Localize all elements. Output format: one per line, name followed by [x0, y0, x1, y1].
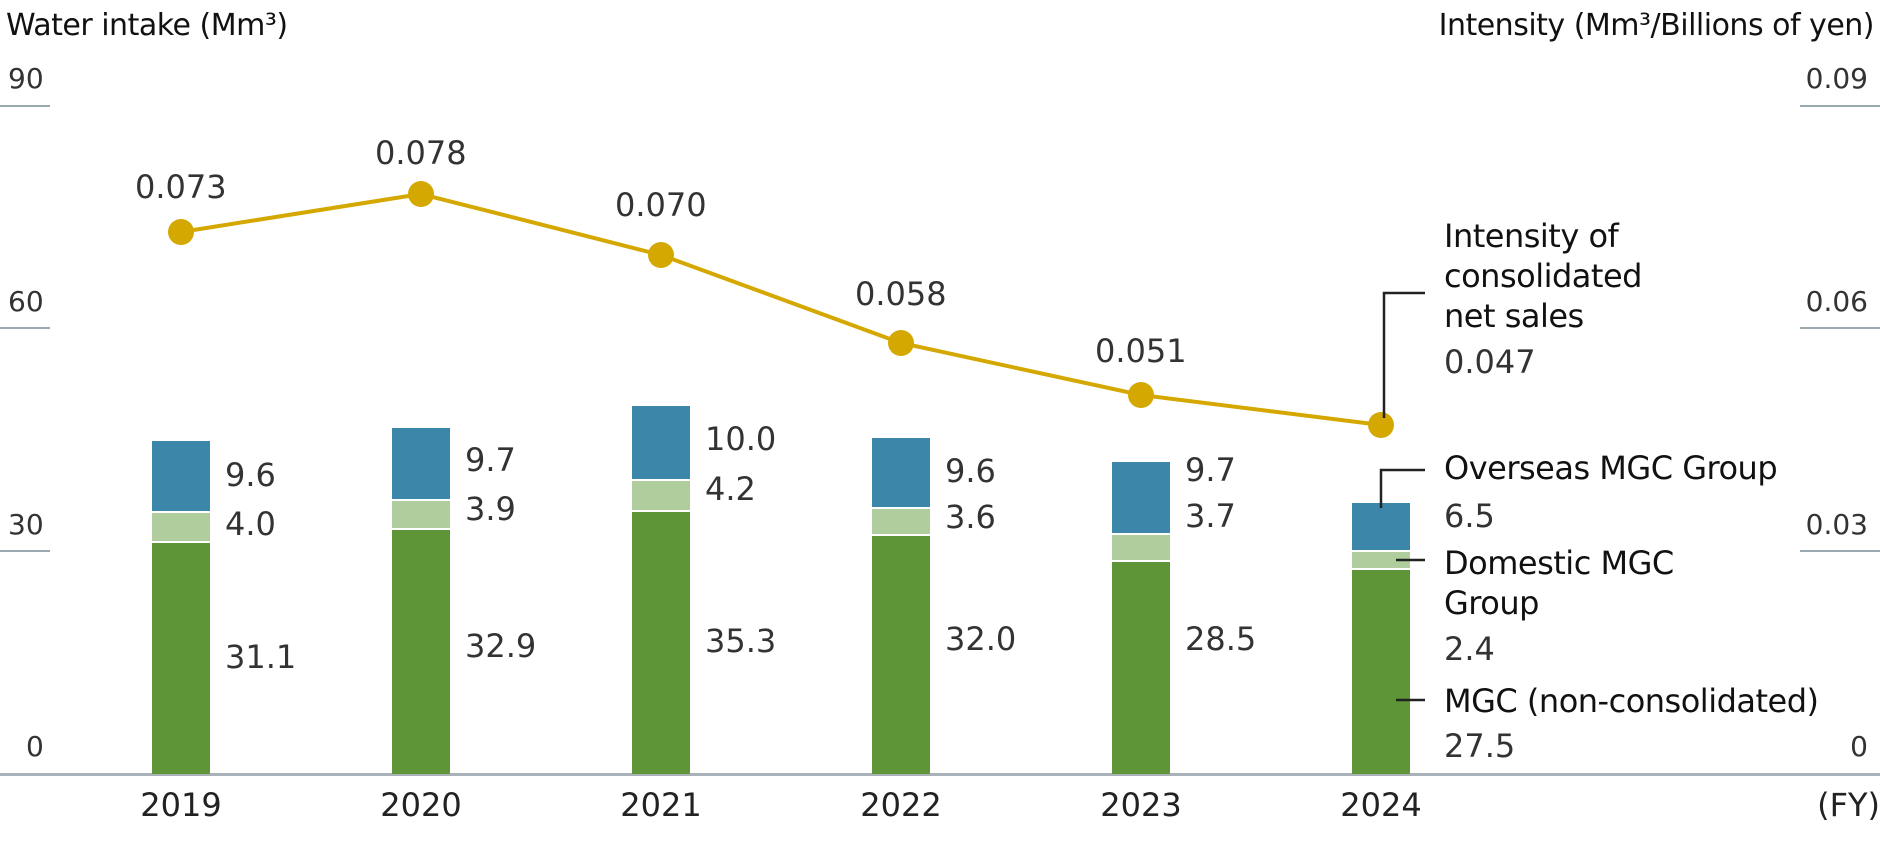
x-tick-2021: 2021 — [620, 786, 702, 824]
intensity-line — [180, 191, 1382, 427]
right-tick-0.06: 0.06 — [1805, 285, 1868, 318]
domestic-label-2019: 4.0 — [225, 505, 276, 543]
leader-intensity — [1382, 291, 1425, 418]
intensity-label-2021: 0.070 — [615, 186, 707, 224]
right-tick-0: 0 — [1850, 730, 1868, 763]
left-gridline-90 — [0, 105, 50, 107]
intensity-label-2024: 0.047 — [1444, 343, 1536, 381]
intensity-markers — [168, 181, 1394, 438]
legend-domestic-line1: Domestic MGC — [1444, 544, 1674, 582]
x-tick-2024: 2024 — [1340, 786, 1422, 824]
right-tick-0.03: 0.03 — [1805, 508, 1868, 541]
domestic-label-2022: 3.6 — [945, 498, 996, 536]
bar-2020 — [392, 428, 450, 774]
x-tick-2023: 2023 — [1100, 786, 1182, 824]
intensity-label-2022: 0.058 — [855, 275, 947, 313]
right-tick-0.09: 0.09 — [1805, 62, 1868, 95]
x-tick-2019: 2019 — [140, 786, 222, 824]
bar-2021 — [632, 406, 690, 774]
domestic-label-2020: 3.9 — [465, 490, 516, 528]
left-gridline-60 — [0, 327, 50, 329]
mgc-label-2024: 27.5 — [1444, 727, 1516, 765]
overseas-label-2019: 9.6 — [225, 456, 276, 494]
domestic-label-2024: 2.4 — [1444, 630, 1495, 668]
overseas-label-2022: 9.6 — [945, 452, 996, 490]
domestic-label-2021: 4.2 — [705, 470, 756, 508]
left-tick-0: 0 — [26, 730, 44, 763]
left-tick-90: 90 — [8, 62, 44, 95]
legend-overseas: Overseas MGC Group — [1444, 449, 1778, 487]
x-tick-2022: 2022 — [860, 786, 942, 824]
mgc-label-2021: 35.3 — [705, 622, 777, 660]
legend-intensity-line1: Intensity of — [1444, 217, 1619, 255]
legend-intensity-line3: net sales — [1444, 297, 1584, 335]
mgc-label-2023: 28.5 — [1185, 620, 1257, 658]
x-tick-2020: 2020 — [380, 786, 462, 824]
x-axis-unit: (FY) — [1817, 786, 1880, 824]
mgc-label-2019: 31.1 — [225, 638, 297, 676]
overseas-label-2023: 9.7 — [1185, 451, 1236, 489]
legend-mgc: MGC (non-consolidated) — [1444, 682, 1819, 720]
overseas-label-2021: 10.0 — [705, 420, 777, 458]
intensity-label-2020: 0.078 — [375, 134, 467, 172]
leader-overseas — [1379, 468, 1425, 508]
mgc-label-2020: 32.9 — [465, 627, 537, 665]
right-gridline-0.09 — [1800, 105, 1880, 107]
intensity-label-2023: 0.051 — [1095, 332, 1187, 370]
bar-2022 — [872, 438, 930, 774]
right-gridline-0.03 — [1800, 550, 1880, 552]
legend-intensity: Intensity of consolidated net sales — [1444, 216, 1642, 336]
x-axis-baseline — [0, 773, 1880, 776]
bar-2023 — [1112, 462, 1170, 774]
legend-domestic: Domestic MGC Group — [1444, 543, 1674, 623]
left-axis-title: Water intake (Mm³) — [6, 8, 288, 43]
left-tick-60: 60 — [8, 285, 44, 318]
right-gridline-0.06 — [1800, 327, 1880, 329]
left-gridline-30 — [0, 550, 50, 552]
intensity-label-2019: 0.073 — [135, 168, 227, 206]
bar-2019 — [152, 441, 210, 774]
legend-domestic-line2: Group — [1444, 584, 1539, 622]
bar-2024 — [1352, 503, 1410, 774]
domestic-label-2023: 3.7 — [1185, 497, 1236, 535]
overseas-label-2020: 9.7 — [465, 441, 516, 479]
overseas-label-2024: 6.5 — [1444, 497, 1495, 535]
left-tick-30: 30 — [8, 508, 44, 541]
right-axis-title: Intensity (Mm³/Billions of yen) — [1438, 8, 1875, 43]
legend-intensity-line2: consolidated — [1444, 257, 1642, 295]
mgc-label-2022: 32.0 — [945, 620, 1017, 658]
